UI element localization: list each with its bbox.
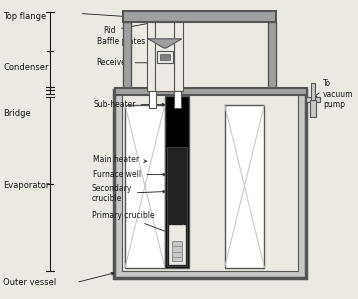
Bar — [123, 22, 131, 91]
Text: Main heater: Main heater — [93, 155, 147, 164]
Bar — [155, 22, 174, 91]
Text: Receiver: Receiver — [97, 58, 171, 67]
Bar — [174, 22, 183, 91]
Bar — [172, 241, 182, 261]
Text: Top flange: Top flange — [4, 12, 47, 21]
Bar — [122, 90, 298, 271]
Text: To
vacuum
pump: To vacuum pump — [323, 79, 354, 109]
Text: Primary crucible: Primary crucible — [92, 211, 168, 233]
Bar — [149, 91, 156, 108]
Bar — [174, 91, 182, 108]
Bar — [123, 11, 276, 22]
Text: Outer vessel: Outer vessel — [4, 278, 57, 287]
Bar — [306, 97, 320, 102]
Text: Bridge: Bridge — [4, 109, 31, 118]
Text: Rid: Rid — [104, 18, 174, 35]
Bar — [224, 105, 264, 268]
Bar — [115, 88, 307, 95]
Bar — [160, 54, 170, 60]
Bar — [147, 22, 155, 91]
Text: Baffle plates: Baffle plates — [97, 37, 173, 46]
Bar — [125, 105, 165, 268]
Bar — [167, 147, 187, 266]
Text: Condenser: Condenser — [4, 63, 49, 72]
Text: Furnace well: Furnace well — [93, 170, 166, 179]
Bar — [169, 225, 184, 264]
Text: Evaporator: Evaporator — [4, 181, 50, 190]
Bar — [114, 90, 306, 278]
Polygon shape — [149, 39, 182, 48]
Bar — [311, 83, 315, 102]
Bar — [165, 96, 189, 268]
Text: Secondary
crucible: Secondary crucible — [92, 184, 166, 203]
Bar — [268, 22, 276, 91]
Bar — [157, 51, 173, 63]
Bar — [310, 100, 316, 117]
Text: Sub-heater: Sub-heater — [93, 100, 165, 109]
